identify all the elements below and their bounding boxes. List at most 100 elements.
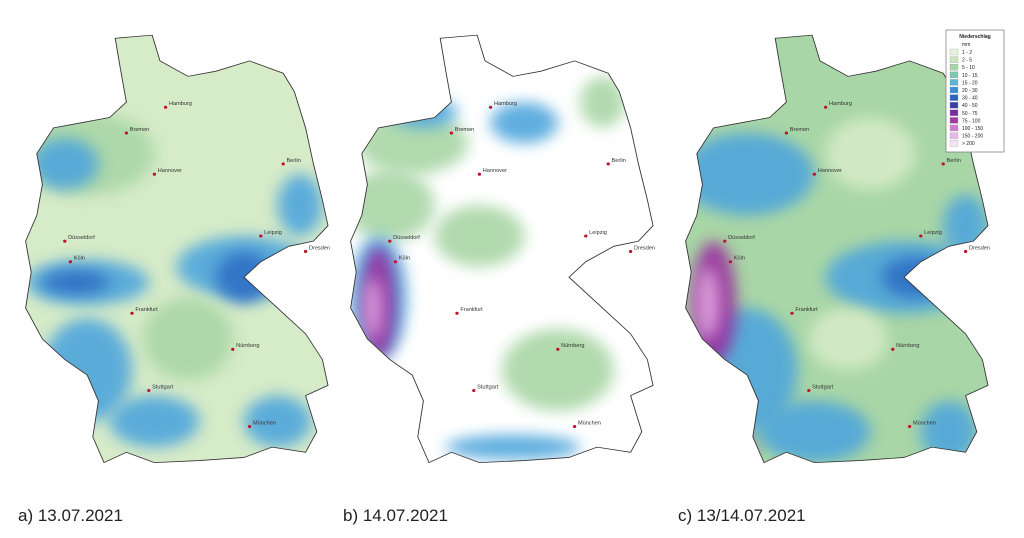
- legend-label: 50 - 75: [962, 111, 978, 117]
- rain-area: [434, 205, 525, 267]
- city-marker: [606, 162, 610, 166]
- city-marker: [919, 234, 923, 238]
- rain-area: [808, 308, 888, 370]
- city-marker: [812, 172, 817, 176]
- rain-area: [825, 117, 916, 190]
- city-marker: [628, 249, 633, 253]
- legend-label: 30 - 40: [962, 96, 978, 102]
- rain-area: [501, 328, 614, 412]
- city-label: Köln: [399, 256, 410, 262]
- city-label: München: [253, 421, 276, 427]
- city-label: Hannover: [158, 168, 182, 174]
- city-marker: [488, 105, 493, 109]
- rain-area: [445, 434, 581, 460]
- city-marker: [963, 249, 968, 253]
- city-marker: [907, 425, 912, 429]
- legend-swatch: [949, 64, 959, 71]
- rain-area: [696, 266, 720, 339]
- rain-area: [277, 174, 323, 236]
- rain-area: [389, 96, 457, 128]
- rain-area: [356, 112, 469, 175]
- city-marker: [130, 311, 134, 315]
- city-marker: [63, 239, 67, 243]
- legend-swatch: [949, 117, 959, 124]
- legend-label: 100 - 150: [962, 126, 983, 132]
- city-marker: [147, 388, 151, 393]
- rain-area: [244, 395, 312, 448]
- city-marker: [556, 347, 560, 351]
- legend-label: 40 - 50: [962, 103, 978, 109]
- rain-area: [719, 436, 753, 458]
- city-label: Stuttgart: [812, 385, 834, 391]
- legend-label: 15 - 20: [962, 80, 978, 86]
- city-label: Hannover: [818, 168, 842, 174]
- city-label: Leipzig: [589, 230, 607, 236]
- city-marker: [388, 239, 392, 243]
- legend-swatch: [949, 94, 959, 101]
- city-marker: [231, 347, 235, 351]
- city-label: Stuttgart: [152, 385, 174, 391]
- caption: c) 13/14.07.2021: [678, 506, 806, 525]
- city-marker: [723, 239, 727, 243]
- city-marker: [891, 347, 895, 351]
- rain-area: [758, 400, 871, 463]
- city-label: Hannover: [483, 168, 507, 174]
- legend-title: Niederschlag: [959, 34, 990, 40]
- city-label: Leipzig: [264, 230, 282, 236]
- city-label: Köln: [734, 256, 745, 262]
- legend-swatch: [949, 56, 959, 63]
- city-marker: [455, 311, 459, 315]
- legend-swatch: [949, 109, 959, 116]
- city-label: Hamburg: [494, 101, 517, 107]
- city-label: Frankfurt: [135, 307, 158, 313]
- rain-area: [685, 132, 815, 216]
- city-marker: [247, 425, 252, 429]
- city-marker: [572, 425, 577, 429]
- city-marker: [728, 260, 733, 264]
- city-label: Köln: [74, 256, 85, 262]
- city-label: Berlin: [612, 158, 626, 164]
- city-marker: [477, 172, 482, 176]
- legend-label: 150 - 200: [962, 134, 983, 140]
- city-marker: [472, 388, 476, 393]
- city-label: Bremen: [790, 127, 810, 133]
- city-marker: [152, 172, 157, 176]
- legend-swatch: [949, 102, 959, 109]
- rain-area: [42, 269, 110, 295]
- city-marker: [259, 234, 263, 238]
- city-label: Dresden: [309, 246, 330, 252]
- city-marker: [941, 162, 945, 166]
- city-label: Frankfurt: [795, 307, 818, 313]
- rain-area: [364, 277, 382, 339]
- caption: b) 14.07.2021: [343, 506, 448, 525]
- rain-area: [580, 76, 625, 128]
- city-label: Bremen: [130, 127, 150, 133]
- map-panel: Hamburg Bremen Hannover Berlin Leipzig Dresde…: [350, 34, 655, 464]
- city-marker: [124, 131, 129, 135]
- rain-area: [31, 138, 99, 190]
- legend-swatch: [949, 48, 959, 56]
- city-marker: [790, 311, 794, 315]
- city-marker: [281, 162, 285, 166]
- city-marker: [823, 105, 828, 109]
- rain-area: [143, 297, 233, 381]
- legend-unit: mm: [962, 42, 970, 48]
- precipitation-field: [25, 35, 329, 463]
- rain-area: [591, 256, 648, 298]
- city-label: Düsseldorf: [728, 235, 755, 241]
- rain-area: [881, 256, 949, 298]
- city-label: Dresden: [969, 246, 990, 252]
- city-marker: [163, 105, 168, 109]
- city-label: Hamburg: [169, 101, 192, 107]
- city-label: Dresden: [634, 246, 655, 252]
- legend: Niederschlag mm 1 - 2 2 - 55 - 10 10 - 1515 …: [945, 29, 1005, 153]
- caption: a) 13.07.2021: [18, 506, 123, 525]
- city-label: Hamburg: [829, 101, 852, 107]
- rain-area: [490, 102, 558, 144]
- city-label: Berlin: [947, 158, 961, 164]
- city-label: München: [913, 421, 936, 427]
- city-label: Nürnberg: [236, 343, 259, 349]
- city-marker: [584, 234, 588, 238]
- legend-label: > 200: [962, 141, 975, 147]
